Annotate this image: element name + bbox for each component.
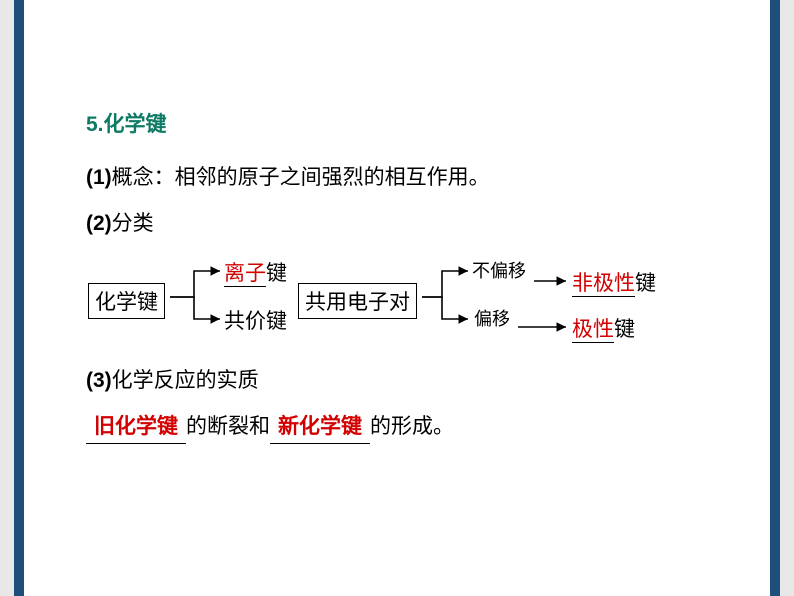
branch-ionic-suffix: 键 (266, 261, 287, 285)
item-3-title: 化学反应的实质 (112, 368, 259, 392)
branch-covalent: 共价键 (224, 305, 287, 335)
result-polar: 极性键 (572, 313, 635, 343)
item-3-sentence: 旧化学键的断裂和新化学键的形成。 (86, 411, 720, 445)
nonpolar-suffix: 键 (635, 271, 656, 295)
polar-red: 极性 (572, 317, 614, 343)
slide: 5.化学键 (1)概念：相邻的原子之间强烈的相互作用。 (2)分类 化学键 (14, 0, 780, 596)
nonpolar-red: 非极性 (572, 271, 635, 297)
item-1-text: 相邻的原子之间强烈的相互作用。 (175, 165, 490, 189)
item-1-label: (1) (86, 166, 112, 189)
mid-2: 的形成。 (370, 414, 454, 438)
section-heading: 5.化学键 (86, 108, 720, 138)
item-2-title: 分类 (112, 211, 154, 235)
item-1-prefix: 概念： (112, 165, 175, 189)
item-2-label: (2) (86, 212, 112, 235)
branch-ionic-red: 离子 (224, 261, 266, 287)
heading-number: 5. (86, 113, 104, 136)
item-2: (2)分类 (86, 208, 720, 240)
blank-2: 新化学键 (270, 411, 370, 445)
diagram-root: 化学键 (88, 283, 165, 319)
blank-1: 旧化学键 (86, 411, 186, 445)
heading-title: 化学键 (104, 113, 167, 136)
classification-diagram: 化学键 离子键 共价键 共用电子对 不偏移 偏移 非极性键 极性键 (86, 253, 720, 343)
mid-1: 的断裂和 (186, 414, 270, 438)
polar-suffix: 键 (614, 317, 635, 341)
item-1: (1)概念：相邻的原子之间强烈的相互作用。 (86, 162, 720, 194)
item-3: (3)化学反应的实质 (86, 365, 720, 397)
branch-ionic: 离子键 (224, 257, 287, 287)
result-nonpolar: 非极性键 (572, 267, 656, 297)
item-3-label: (3) (86, 369, 112, 392)
sub1-label: 不偏移 (472, 257, 526, 283)
shared-pair-box: 共用电子对 (298, 283, 417, 319)
sub2-label: 偏移 (474, 305, 510, 331)
